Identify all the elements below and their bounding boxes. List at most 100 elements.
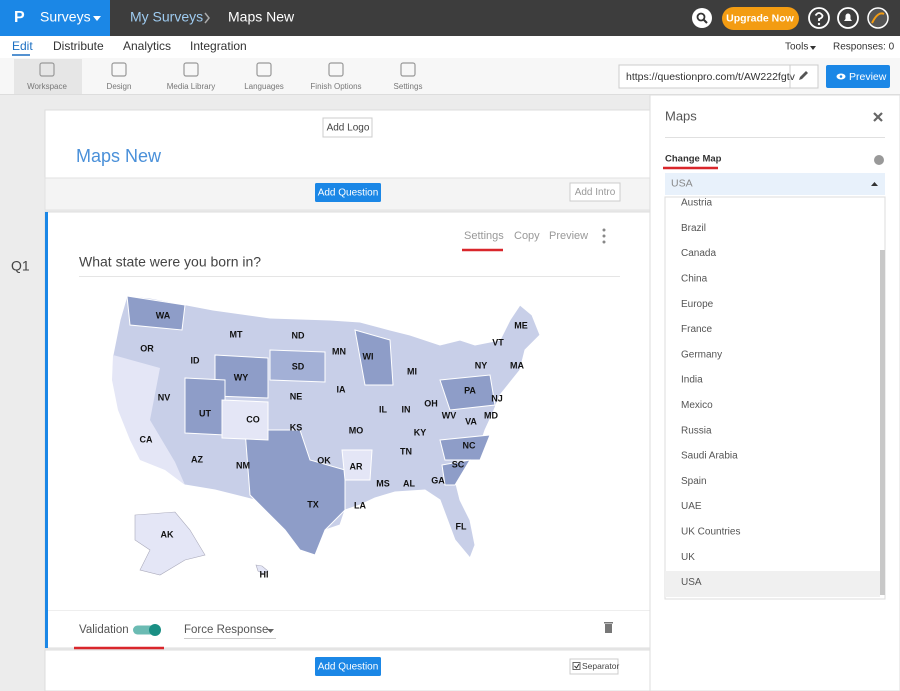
map-option[interactable]: UAE [681,501,702,512]
state-label[interactable]: MT [230,329,243,339]
nav-tab[interactable]: Edit [12,39,33,53]
brand-menu[interactable] [0,0,110,36]
map-option[interactable]: Europe [681,299,714,310]
state-label[interactable]: CO [246,414,260,424]
state-label[interactable]: SC [452,459,465,469]
state-label[interactable]: WA [156,310,171,320]
map-option[interactable]: Austria [681,198,713,209]
edit-url-icon[interactable] [799,71,808,80]
map-option[interactable]: Mexico [681,400,713,411]
state-label[interactable]: CA [140,434,153,444]
tools-menu[interactable]: Tools [785,42,808,53]
state-label[interactable]: ID [191,355,201,365]
state-label[interactable]: MS [376,478,390,488]
state-label[interactable]: KS [290,422,303,432]
scrollbar[interactable] [880,250,885,595]
map-option[interactable]: Russia [681,425,712,436]
question-action[interactable]: Settings [464,230,504,242]
tool-label[interactable]: Workspace [27,82,67,91]
us-map[interactable]: WA OR MT ID WY ND SD MN WI MI NV UT CO NE IA IL IN OH PA NY… [111,295,541,579]
state-label[interactable]: KY [414,427,427,437]
state-label[interactable]: NY [475,360,488,370]
upgrade-button[interactable] [722,7,799,30]
state-label[interactable]: ME [514,320,528,330]
nav-tab[interactable]: Analytics [123,39,171,53]
tool-label[interactable]: Finish Options [310,82,361,91]
state-label[interactable]: WV [442,410,457,420]
breadcrumb-link[interactable]: My Surveys [130,9,203,25]
state-label[interactable]: OR [140,343,154,353]
map-option[interactable]: China [681,274,708,285]
help-icon[interactable] [874,155,884,165]
state-label[interactable]: MD [484,410,498,420]
state-label[interactable]: AR [350,461,363,471]
state-label[interactable]: NM [236,460,250,470]
question-action[interactable]: Copy [514,230,540,242]
state-label[interactable]: VA [465,416,477,426]
question-text[interactable]: What state were you born in? [79,254,261,270]
preview-button[interactable] [826,65,890,88]
nav-tab[interactable]: Integration [190,39,247,53]
state-label[interactable]: MA [510,360,524,370]
more-menu[interactable] [602,228,606,244]
state-label[interactable]: NC [463,440,476,450]
survey-title[interactable]: Maps New [76,146,162,166]
state-label[interactable]: AL [403,478,415,488]
state-label[interactable]: NV [158,392,171,402]
state-label[interactable]: TX [307,499,319,509]
question-action[interactable]: Preview [549,230,588,242]
add-intro-button[interactable] [569,182,621,202]
state-label[interactable]: WI [363,351,374,361]
state-label[interactable]: MO [349,425,364,435]
separator-button[interactable] [569,658,619,675]
tool-label[interactable]: Languages [244,82,284,91]
url-field[interactable] [618,64,819,89]
add-question-button[interactable] [315,183,381,202]
state-label[interactable]: NJ [491,393,503,403]
state-label[interactable]: LA [354,500,366,510]
state-label[interactable]: AK [161,529,174,539]
state-label[interactable]: MN [332,346,346,356]
state-label[interactable]: ND [292,330,305,340]
state-label[interactable]: FL [456,521,467,531]
state-label[interactable]: GA [431,475,445,485]
map-option[interactable]: Spain [681,476,707,487]
state-label[interactable]: WY [234,372,249,382]
map-select[interactable] [665,173,885,195]
state-label[interactable]: IL [379,404,388,414]
help-button[interactable] [808,7,830,29]
state-label[interactable]: TN [400,446,412,456]
search-button[interactable] [692,8,712,28]
map-option[interactable]: Germany [681,349,722,360]
state-label[interactable]: AZ [191,454,203,464]
state-label[interactable]: HI [260,569,269,579]
brand[interactable]: Surveys [40,9,91,25]
map-option[interactable]: UK Countries [681,527,740,538]
avatar[interactable] [867,7,889,29]
state-label[interactable]: IN [402,404,411,414]
state-label[interactable]: PA [464,385,476,395]
notifications-button[interactable] [837,7,859,29]
add-logo-button[interactable] [322,117,373,138]
map-option[interactable]: Canada [681,248,716,259]
tool-label[interactable]: Settings [394,82,423,91]
state-label[interactable]: IA [337,384,347,394]
state-label[interactable]: NE [290,391,303,401]
state-label[interactable]: UT [199,408,211,418]
force-response-select[interactable]: Force Response [184,624,268,636]
state-label[interactable]: SD [292,361,305,371]
map-option[interactable]: Saudi Arabia [681,451,738,462]
map-option[interactable]: USA [681,577,702,588]
state-label[interactable]: VT [492,337,504,347]
map-option[interactable]: Brazil [681,223,706,234]
nav-tab[interactable]: Distribute [53,39,104,53]
state-label[interactable]: OH [424,398,438,408]
tool-label[interactable]: Design [107,82,132,91]
tool-label[interactable]: Media Library [167,82,215,91]
map-option[interactable]: UK [681,552,695,563]
add-question-button[interactable] [315,657,381,676]
map-option[interactable]: India [681,375,703,386]
map-option[interactable]: France [681,324,713,335]
close-button[interactable] [873,112,883,122]
state-label[interactable]: OK [317,455,331,465]
